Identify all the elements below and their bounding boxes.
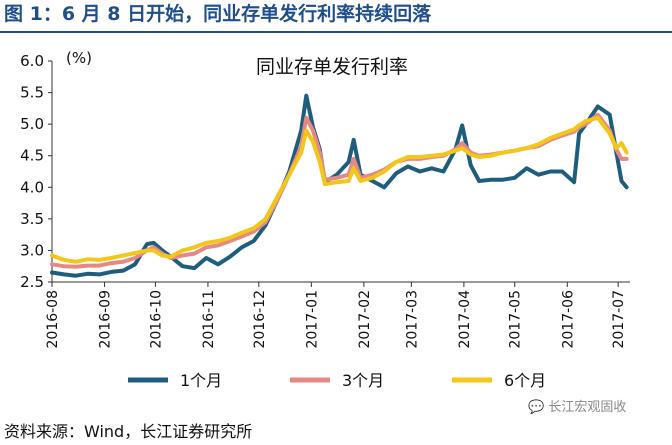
series-line-2 [50,112,629,269]
y-tick-label: 6.0 [20,52,44,70]
rate-line-chart: 2.5 3.0 3.5 4.0 4.5 5.0 5.5 6.0 2016-08 2016-09 20… [20,49,630,390]
x-tick-label: 2017-04 [457,290,473,349]
x-tick-label: 2016-10 [148,290,164,349]
watermark: 💬 长江宏观固收 [528,396,626,415]
y-tick-label: 5.5 [20,84,44,102]
x-tick-label: 2016-08 [45,290,61,349]
chart-series [50,93,629,278]
y-axis-unit-label: (%) [66,49,92,67]
series-line-1 [50,93,629,278]
x-tick-label: 2017-02 [357,290,373,349]
series-line-3 [50,115,629,264]
figure-title: 图 1：6 月 8 日开始，同业存单发行利率持续回落 [4,3,432,25]
y-tick-label: 3.5 [20,210,44,228]
x-tick-label: 2017-05 [508,290,524,349]
source-note: 资料来源：Wind，长江证券研究所 [4,422,253,441]
x-tick-label: 2017-07 [611,290,627,349]
x-tick-label: 2016-11 [201,290,217,349]
title-divider [0,31,672,33]
legend-label-3: 6个月 [504,371,546,390]
x-tick-label: 2017-01 [304,290,320,349]
watermark-text: 长江宏观固收 [548,400,627,415]
x-tick-label: 2016-12 [252,290,268,349]
y-tick-label: 4.0 [20,178,44,196]
y-tick-label: 3.0 [20,241,44,259]
chart-axes: 2.5 3.0 3.5 4.0 4.5 5.0 5.5 6.0 2016-08 2016-09 20… [20,52,630,349]
x-tick-label: 2017-03 [404,290,420,349]
chart-legend: 1个月 3个月 6个月 [128,371,546,390]
y-tick-label: 5.0 [20,115,44,133]
legend-label-1: 1个月 [180,371,222,390]
y-tick-label: 4.5 [20,147,44,165]
x-tick-label: 2016-09 [98,290,114,349]
y-tick-label: 2.5 [20,273,44,291]
legend-label-2: 3个月 [342,371,384,390]
chart-title: 同业存单发行利率 [256,56,408,78]
wechat-icon: 💬 [528,400,545,415]
x-tick-label: 2017-06 [560,290,576,349]
